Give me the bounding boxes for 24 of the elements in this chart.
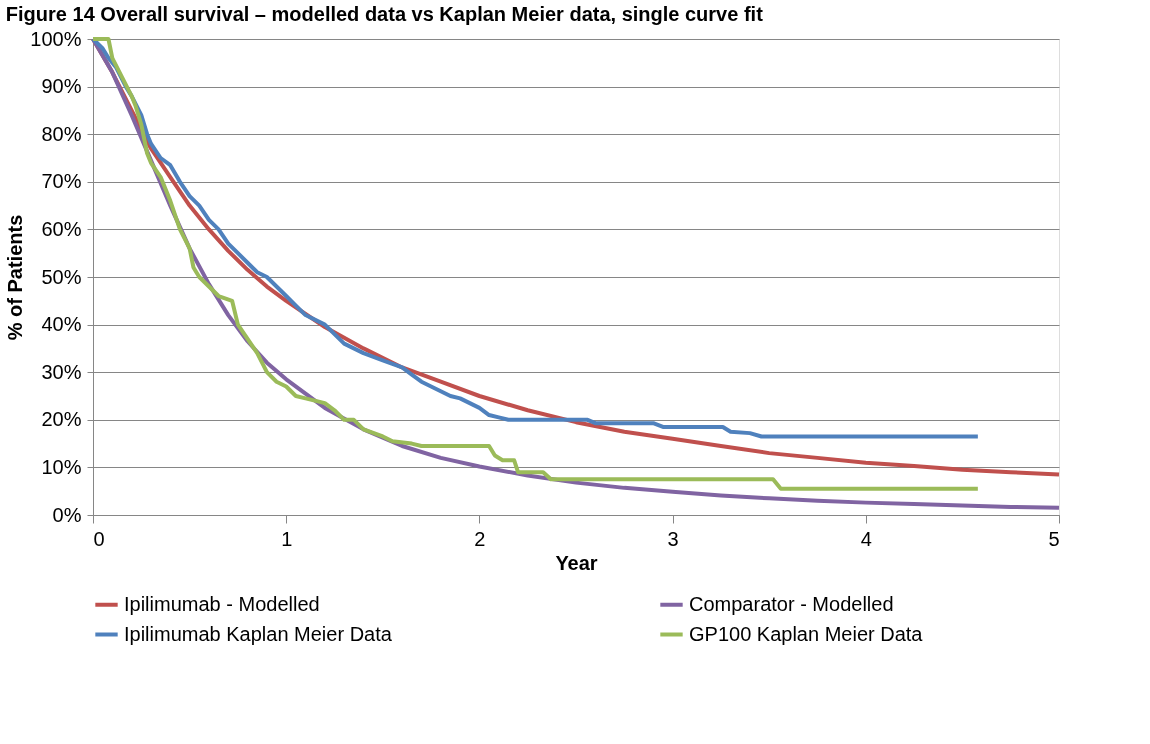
y-tick-label: 10% — [41, 455, 82, 478]
chart-title: Figure 14 Overall survival – modelled data vs Kaplan Meier data, single curve fit — [5, 3, 764, 25]
y-tick-label: 50% — [41, 265, 82, 288]
y-tick-label: 80% — [41, 122, 82, 145]
y-tick-label: 90% — [41, 75, 82, 98]
x-axis-title: Year — [555, 551, 598, 574]
y-tick-label: 20% — [41, 408, 82, 431]
x-tick-label: 1 — [281, 527, 293, 550]
y-tick-label: 70% — [41, 170, 82, 193]
legend-label: Ipilimumab Kaplan Meier Data — [124, 622, 393, 645]
y-tick-label: 30% — [41, 360, 82, 383]
y-axis-title: % of Patients — [4, 214, 27, 341]
y-tick-label: 0% — [52, 503, 82, 526]
x-tick-label: 4 — [860, 527, 872, 550]
y-tick-label: 100% — [30, 27, 82, 50]
legend-label: Comparator - Modelled — [689, 592, 894, 615]
legend-label: Ipilimumab - Modelled — [124, 592, 320, 615]
x-tick-label: 3 — [667, 527, 679, 550]
x-tick-label: 5 — [1048, 527, 1060, 550]
legend-label: GP100 Kaplan Meier Data — [689, 622, 924, 645]
y-tick-label: 60% — [41, 217, 82, 240]
x-tick-label: 2 — [474, 527, 486, 550]
x-tick-label: 0 — [93, 527, 105, 550]
y-tick-label: 40% — [41, 313, 82, 336]
